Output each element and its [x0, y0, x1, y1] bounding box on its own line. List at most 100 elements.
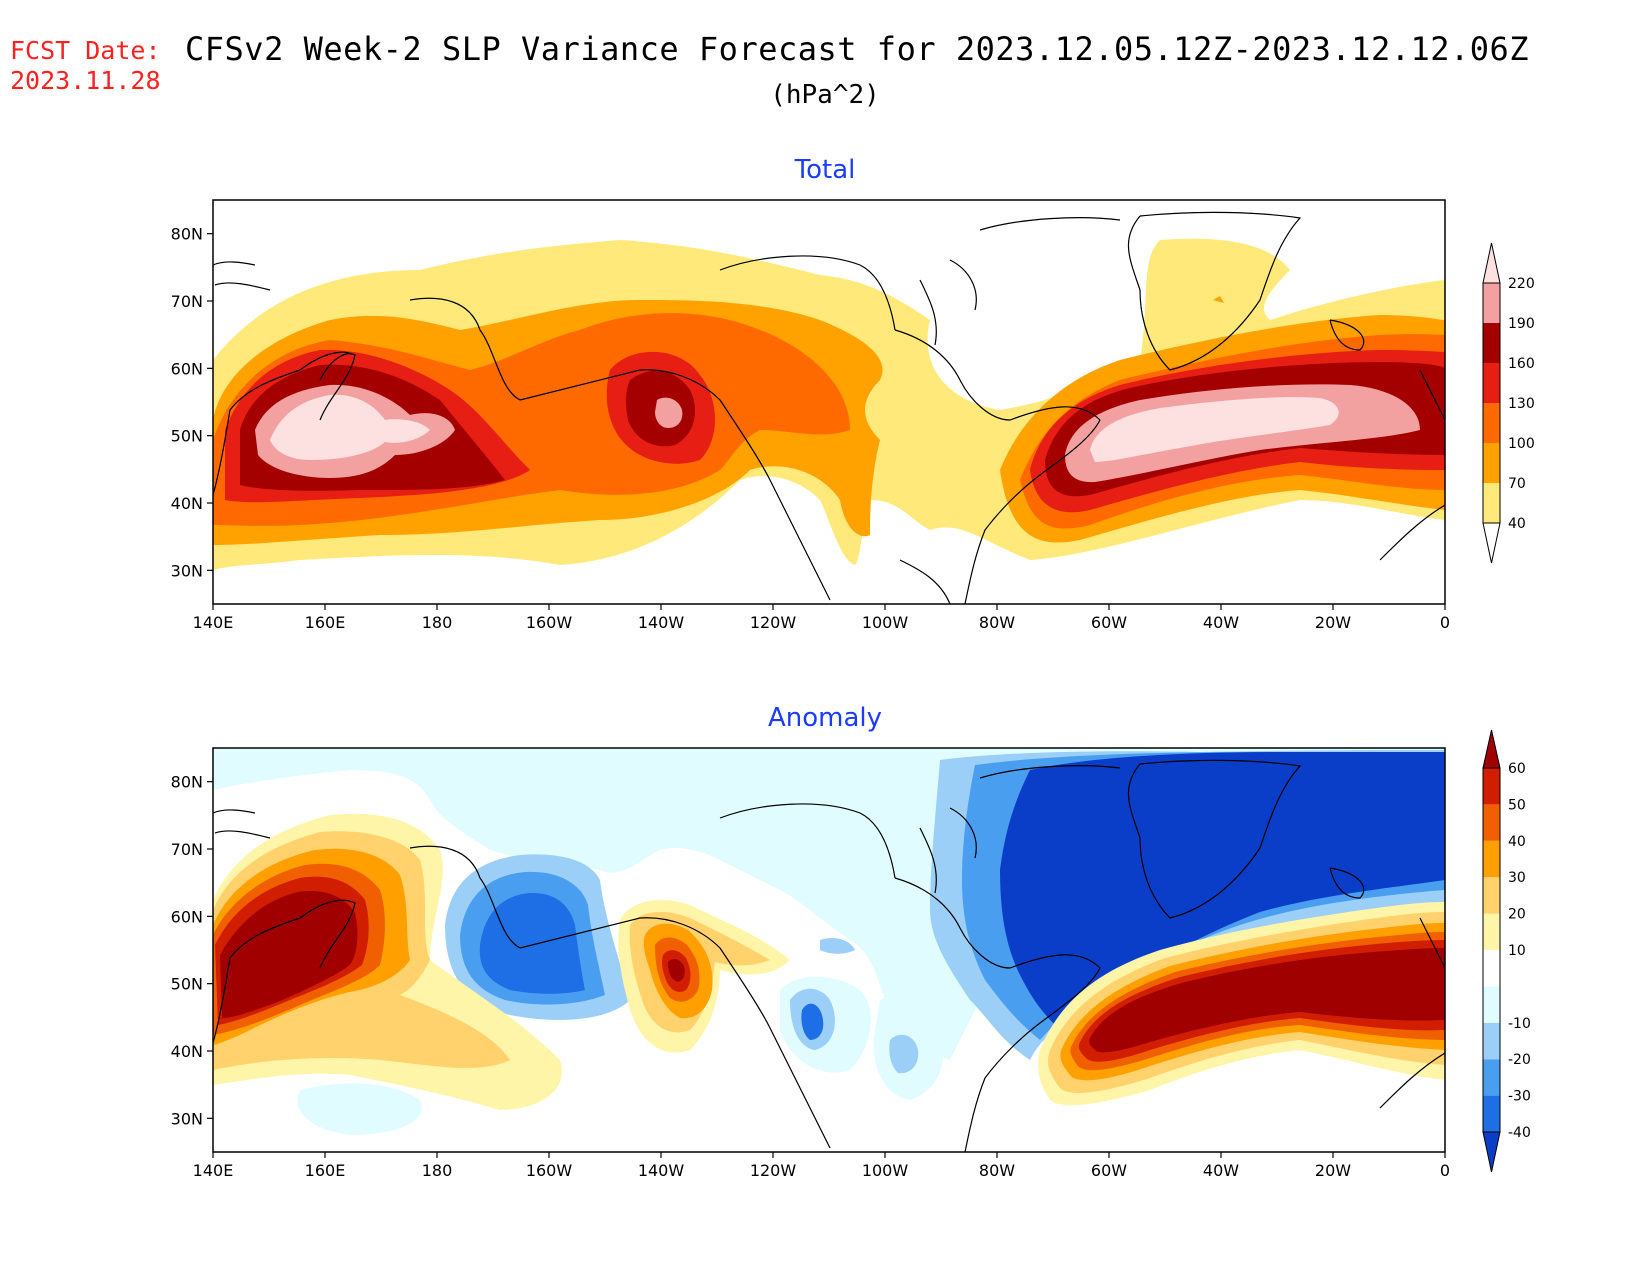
y-tick-label: 50N [171, 975, 203, 994]
colorbar-swatch [1483, 483, 1500, 523]
x-tick-label: 160E [305, 613, 346, 632]
x-tick-label: 60W [1091, 1161, 1127, 1180]
x-tick-label: 160W [526, 613, 573, 632]
anomaly-colorbar: -40 -30 -20 -10 10 20 30 40 50 60 [1482, 729, 1531, 1173]
colorbar-label: -20 [1508, 1052, 1531, 1068]
total-contour-fill [213, 238, 1445, 570]
x-tick-label: 140W [638, 1161, 685, 1180]
colorbar-label: 10 [1508, 943, 1526, 959]
y-tick-label: 60N [171, 359, 203, 378]
total-band-220-atl [1090, 397, 1339, 462]
colorbar-swatch [1483, 877, 1500, 914]
colorbar-label: 40 [1508, 516, 1526, 532]
x-tick-label: 60W [1091, 613, 1127, 632]
colorbar-swatch [1483, 403, 1500, 443]
x-tick-label: 40W [1203, 1161, 1239, 1180]
page-title: CFSv2 Week-2 SLP Variance Forecast for 2… [185, 30, 1530, 68]
colorbar-swatch [1483, 804, 1500, 841]
total-small-max [1213, 296, 1224, 303]
x-tick-label: 160W [526, 1161, 573, 1180]
colorbar-label: 60 [1508, 761, 1526, 777]
x-tick-label: 140E [193, 1161, 234, 1180]
anom-pos60-nwpac [220, 891, 358, 1018]
anomaly-axes: 140E 160E 180 160W 140W 120W 100W 80W 60W 40W 20W 0… [171, 773, 1450, 1180]
colorbar-cap-high [1482, 242, 1501, 284]
colorbar-swatch [1483, 283, 1500, 323]
y-tick-label: 80N [171, 773, 203, 792]
x-tick-label: 140E [193, 613, 234, 632]
colorbar-cap-high [1482, 729, 1501, 769]
colorbar-label: 30 [1508, 870, 1526, 886]
colorbar-label: 40 [1508, 834, 1526, 850]
anom-pos60-goa [668, 958, 685, 982]
anomaly-contour-fill [213, 748, 1445, 1135]
x-tick-label: 0 [1440, 613, 1450, 632]
x-tick-label: 160E [305, 1161, 346, 1180]
anom-neg40-green [1000, 752, 1445, 1025]
colorbar-label: 130 [1508, 396, 1535, 412]
total-band-190-ak [655, 397, 683, 428]
colorbar-label: 160 [1508, 356, 1535, 372]
colorbar-label: 220 [1508, 276, 1535, 292]
anom-neg10-north [213, 748, 1445, 1060]
forecast-date-label: FCST Date: [10, 36, 161, 65]
x-tick-label: 180 [422, 1161, 453, 1180]
total-colorbar: 40 70 100 130 160 190 220 [1482, 242, 1535, 564]
total-map-panel: 140E 160E 180 160W 140W 120W 100W 80W 60W 40W 20W 0… [171, 199, 1535, 632]
colorbar-swatch [1483, 1095, 1500, 1132]
colorbar-swatch [1483, 950, 1500, 987]
units-label: (hPa^2) [770, 80, 880, 110]
anom-pos60-atl [1089, 948, 1445, 1053]
anom-neg20-canada [820, 938, 855, 954]
y-tick-label: 80N [171, 225, 203, 244]
anom-neg20-mid [889, 1034, 919, 1074]
x-tick-label: 100W [862, 1161, 909, 1180]
y-tick-label: 50N [171, 427, 203, 446]
colorbar-label: -40 [1508, 1125, 1531, 1141]
colorbar-swatch [1483, 840, 1500, 878]
y-tick-label: 70N [171, 840, 203, 859]
colorbar-swatch [1483, 913, 1500, 950]
colorbar-swatch [1483, 1059, 1500, 1096]
forecast-date-block: FCST Date: 2023.11.28 [10, 36, 161, 96]
anomaly-map-panel: 140E 160E 180 160W 140W 120W 100W 80W 60W 40W 20W 0… [171, 729, 1531, 1180]
x-tick-label: 120W [750, 1161, 797, 1180]
colorbar-label: -30 [1508, 1089, 1531, 1105]
x-tick-label: 120W [750, 613, 797, 632]
colorbar-label: 50 [1508, 797, 1526, 813]
x-tick-label: 40W [1203, 613, 1239, 632]
anom-neg30-conus [801, 1003, 824, 1040]
colorbar-swatch [1483, 363, 1500, 403]
colorbar-label: 20 [1508, 907, 1526, 923]
y-tick-label: 70N [171, 292, 203, 311]
x-tick-label: 0 [1440, 1161, 1450, 1180]
colorbar-label: -10 [1508, 1016, 1531, 1032]
colorbar-cap-low [1482, 1131, 1501, 1173]
colorbar-swatch [1483, 323, 1500, 363]
anomaly-coastlines [213, 759, 1445, 1152]
x-tick-label: 100W [862, 613, 909, 632]
forecast-date-value: 2023.11.28 [10, 66, 161, 95]
y-tick-label: 30N [171, 1109, 203, 1128]
colorbar-label: 100 [1508, 436, 1535, 452]
x-tick-label: 80W [979, 613, 1015, 632]
colorbar-swatch [1483, 768, 1500, 805]
colorbar-cap-low [1482, 522, 1501, 564]
x-tick-label: 80W [979, 1161, 1015, 1180]
anom-neg10-pac [297, 1083, 422, 1135]
y-tick-label: 40N [171, 494, 203, 513]
panel-title-total: Total [794, 155, 856, 185]
colorbar-swatch [1483, 443, 1500, 483]
x-tick-label: 180 [422, 613, 453, 632]
colorbar-label: 70 [1508, 476, 1526, 492]
total-coastlines [213, 211, 1445, 604]
x-tick-label: 20W [1315, 1161, 1351, 1180]
colorbar-swatch [1483, 1022, 1500, 1060]
total-band-220 [270, 394, 430, 460]
panel-title-anomaly: Anomaly [767, 703, 883, 733]
total-axes: 140E 160E 180 160W 140W 120W 100W 80W 60W 40W 20W 0… [171, 225, 1450, 632]
y-tick-label: 60N [171, 907, 203, 926]
colorbar-label: 190 [1508, 316, 1535, 332]
x-tick-label: 140W [638, 613, 685, 632]
